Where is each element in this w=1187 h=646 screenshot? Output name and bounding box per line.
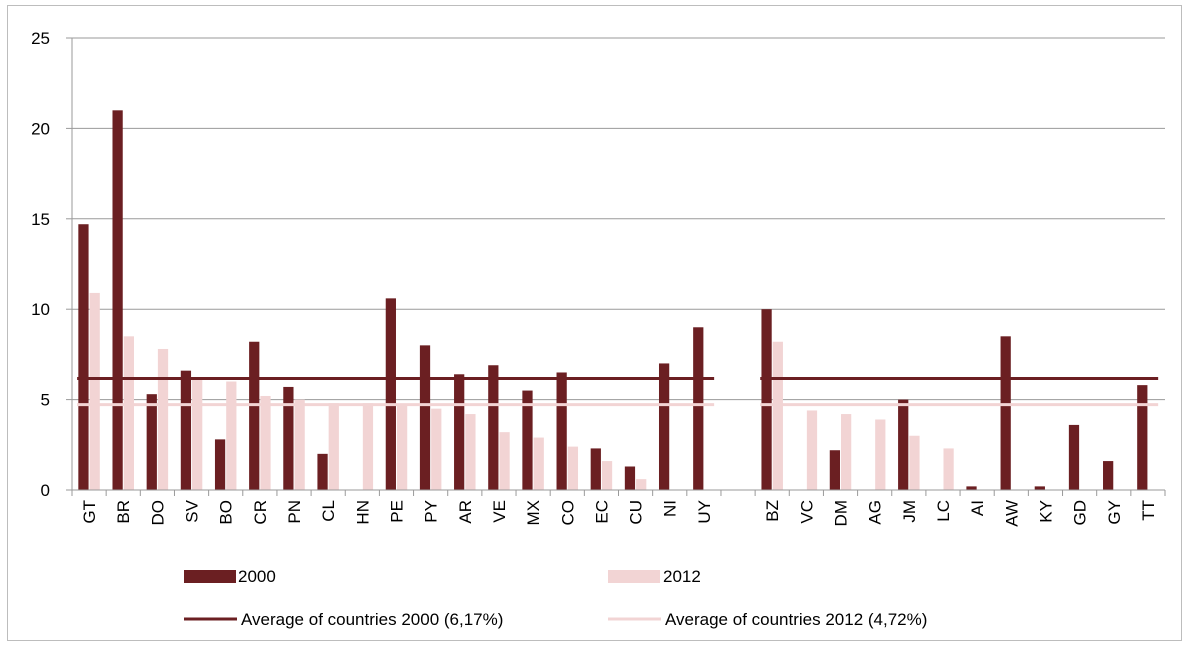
bar-2012-LC — [943, 448, 954, 490]
bar-2000-CU — [624, 466, 636, 490]
x-tick-label-KY: KY — [1036, 500, 1055, 523]
bar-2000-SV — [180, 370, 192, 490]
bar-2000-VE — [488, 365, 499, 490]
y-tick-label: 25 — [31, 29, 50, 48]
bar-2012-GT — [89, 292, 100, 490]
bar-2000-CO — [556, 372, 567, 490]
legend-label-2000: 2000 — [238, 567, 276, 586]
bar-2012-AG — [875, 419, 886, 490]
bar-2000-JM — [898, 399, 909, 490]
y-tick-label: 15 — [31, 210, 50, 229]
bar-2000-TT — [1137, 385, 1148, 490]
y-tick-label: 10 — [31, 300, 50, 319]
x-tick-label-HN: HN — [353, 500, 372, 525]
bar-2000-PE — [385, 298, 396, 490]
bar-2012-CO — [567, 446, 579, 490]
bar-2012-VC — [806, 410, 818, 490]
bar-2000-NI — [658, 363, 670, 490]
x-tick-label-SV: SV — [183, 499, 202, 522]
bar-2000-AW — [1000, 336, 1011, 490]
bar-2000-BO — [214, 439, 226, 490]
x-tick-label-AI: AI — [968, 500, 987, 516]
x-tick-label-PE: PE — [387, 500, 406, 523]
bar-2000-PN — [283, 386, 294, 490]
x-tick-label-GD: GD — [1071, 500, 1090, 526]
bar-2012-BO — [226, 381, 237, 490]
legend-label-avg-2012: Average of countries 2012 (4,72%) — [665, 610, 927, 629]
legend-label-avg-2000: Average of countries 2000 (6,17%) — [241, 610, 503, 629]
x-tick-label-DM: DM — [832, 500, 851, 526]
x-tick-label-CU: CU — [627, 500, 646, 525]
bar-2000-CL — [317, 453, 328, 490]
legend: 2000 2012 Average of countries 2000 (6,1… — [184, 567, 927, 629]
x-tick-label-VE: VE — [490, 500, 509, 523]
bar-2000-GT — [78, 224, 89, 490]
x-tick-label-NI: NI — [661, 500, 680, 517]
x-tick-label-BZ: BZ — [763, 500, 782, 522]
bar-2000-KY — [1034, 486, 1045, 490]
x-tick-label-GY: GY — [1105, 500, 1124, 525]
chart-frame — [7, 5, 1182, 641]
bar-2000-MX — [522, 390, 533, 490]
x-tick-label-AG: AG — [866, 500, 885, 525]
x-tick-label-UY: UY — [695, 500, 714, 524]
legend-swatch-2012 — [608, 570, 660, 583]
bar-2012-PN — [294, 399, 305, 490]
bar-2012-JM — [909, 435, 920, 490]
x-tick-label-JM: JM — [900, 500, 919, 523]
bar-2012-DO — [157, 348, 169, 490]
x-tick-label-BR: BR — [114, 500, 133, 524]
bars — [78, 110, 1148, 490]
bar-2000-GY — [1103, 461, 1114, 490]
y-tick-label: 5 — [41, 391, 50, 410]
x-tick-label-LC: LC — [934, 500, 953, 522]
x-tick-label-MX: MX — [524, 500, 543, 526]
bar-2000-UY — [693, 327, 704, 490]
bar-2000-EC — [590, 448, 601, 490]
x-tick-label-DO: DO — [148, 500, 167, 526]
bar-2012-BR — [123, 336, 134, 490]
bar-2000-BZ — [761, 309, 772, 490]
x-tick-label-TT: TT — [1139, 500, 1158, 521]
bar-2012-SV — [192, 377, 203, 490]
bar-2012-CL — [328, 403, 339, 490]
bar-2000-CR — [249, 341, 260, 490]
bar-2000-AR — [454, 374, 465, 490]
legend-label-2012: 2012 — [663, 567, 701, 586]
bar-2012-DM — [841, 414, 852, 490]
bar-2000-DO — [146, 394, 157, 490]
x-tick-label-PY: PY — [422, 500, 441, 523]
bar-2012-PE — [396, 405, 408, 490]
x-tick-label-EC: EC — [592, 500, 611, 524]
x-tick-label-CO: CO — [558, 500, 577, 526]
x-tick-label-AR: AR — [456, 500, 475, 524]
bar-2012-CU — [636, 479, 647, 490]
bar-2012-AR — [465, 414, 476, 490]
bar-2012-BZ — [772, 341, 783, 490]
bar-2000-GD — [1068, 424, 1080, 490]
bar-2012-HN — [362, 403, 374, 490]
x-tick-label-VC: VC — [797, 500, 816, 524]
x-tick-label-AW: AW — [1002, 500, 1021, 527]
x-tick-label-GT: GT — [80, 500, 99, 524]
bar-2012-VE — [499, 432, 510, 490]
bar-2000-BR — [112, 110, 123, 490]
bar-2000-DM — [829, 450, 841, 490]
bar-2000-PY — [419, 345, 431, 490]
bar-2000-AI — [966, 486, 977, 490]
x-tick-label-BO: BO — [217, 500, 236, 525]
legend-swatch-2000 — [184, 570, 236, 583]
y-tick-label: 20 — [31, 119, 50, 138]
y-axis: 0 5 10 15 20 25 — [31, 29, 73, 500]
y-tick-label: 0 — [41, 481, 50, 500]
bar-2012-PY — [431, 408, 442, 490]
x-axis: GT BR DO SV BO CR PN CL HN PE PY AR VE MX CO EC CU NI UY BZ… — [71, 489, 1166, 527]
x-tick-label-PN: PN — [285, 500, 304, 524]
x-tick-label-CL: CL — [319, 500, 338, 522]
bar-2012-MX — [533, 437, 544, 490]
bar-2012-CR — [260, 395, 271, 490]
x-tick-label-CR: CR — [251, 500, 270, 525]
bar-2012-EC — [601, 461, 613, 490]
